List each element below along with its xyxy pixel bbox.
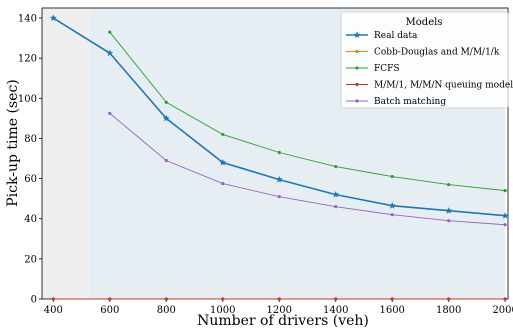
data-point (221, 182, 225, 186)
data-point (334, 297, 338, 301)
data-point (108, 297, 112, 301)
data-point (275, 175, 283, 183)
data-point (503, 223, 507, 227)
legend-item: Real data (346, 31, 418, 41)
legend-swatch-marker (355, 82, 359, 87)
legend-item: Cobb-Douglas and M/M/1/k (346, 48, 500, 58)
y-tick-label: 0 (31, 295, 37, 306)
data-point (334, 205, 338, 209)
y-tick-label: 100 (18, 94, 37, 105)
data-point (162, 114, 170, 122)
legend-item: Batch matching (346, 97, 446, 107)
x-tick-label: 1000 (210, 305, 235, 316)
legend-label: FCFS (374, 64, 400, 74)
legend-label: Cobb-Douglas and M/M/1/k (374, 48, 500, 58)
series-3 (51, 297, 507, 301)
data-point (390, 213, 394, 217)
data-point (108, 111, 112, 115)
series-layer (49, 14, 509, 301)
legend-swatch-marker (353, 31, 361, 38)
data-point (164, 100, 168, 104)
y-tick-label: 40 (24, 214, 37, 225)
y-tick-label: 120 (18, 54, 37, 65)
shaded-region-0 (42, 8, 91, 299)
data-point (332, 191, 340, 198)
series-4 (108, 111, 507, 227)
data-point (164, 158, 168, 163)
x-tick-label: 1600 (379, 305, 404, 316)
data-point (388, 202, 396, 209)
data-point (49, 14, 57, 21)
legend-title: Models (406, 17, 443, 28)
data-point (219, 158, 227, 166)
legend-swatch-marker (355, 99, 359, 103)
data-point (106, 49, 114, 57)
x-tick-label: 1200 (267, 305, 292, 316)
y-tick-label: 60 (24, 174, 37, 185)
x-axis-title: Number of drivers (veh) (197, 313, 369, 329)
legend-label: Real data (374, 31, 418, 41)
data-point (277, 297, 281, 301)
x-tick-label: 1800 (436, 305, 461, 316)
legend-swatch-marker (355, 66, 359, 70)
data-point (164, 297, 168, 301)
x-tick-label: 400 (44, 305, 63, 316)
data-point (445, 207, 453, 214)
legend-item: FCFS (346, 64, 400, 74)
legend-swatch-marker (355, 49, 359, 54)
data-point (503, 297, 507, 301)
x-tick-label: 1400 (323, 305, 348, 316)
data-point (447, 297, 451, 301)
y-axis-ticks: 0 20 40 60 80 100 120 140 (18, 14, 42, 306)
data-point (221, 297, 225, 301)
data-point (51, 297, 55, 301)
legend-items: Real data Cobb-Douglas and M/M/1/k FCFS M/M… (346, 31, 513, 107)
legend-label: M/M/1, M/M/N queuing model (374, 81, 513, 91)
data-point (447, 219, 451, 223)
data-point (277, 195, 281, 199)
legend-box (340, 11, 509, 109)
y-axis-title: Pick-up time (sec) (5, 79, 21, 206)
data-point (334, 164, 338, 169)
series-line (109, 113, 506, 226)
legend-label: Batch matching (374, 97, 446, 107)
x-tick-label: 600 (100, 305, 119, 316)
data-point (390, 174, 394, 179)
series-0 (49, 14, 509, 219)
y-tick-label: 140 (18, 14, 37, 25)
series-2 (108, 30, 507, 193)
series-line (109, 31, 506, 192)
legend-item: M/M/1, M/M/N queuing model (346, 81, 513, 91)
data-point (277, 150, 281, 155)
data-point (503, 189, 507, 193)
x-tick-label: 800 (157, 305, 176, 316)
data-point (108, 30, 112, 34)
y-tick-label: 20 (24, 254, 37, 265)
data-point (221, 132, 225, 137)
data-point (447, 183, 451, 187)
data-point (501, 212, 509, 219)
y-tick-label: 80 (24, 134, 37, 145)
data-point (390, 297, 394, 301)
legend: Models Real data Cobb-Douglas and M/M/1/k… (340, 11, 513, 109)
